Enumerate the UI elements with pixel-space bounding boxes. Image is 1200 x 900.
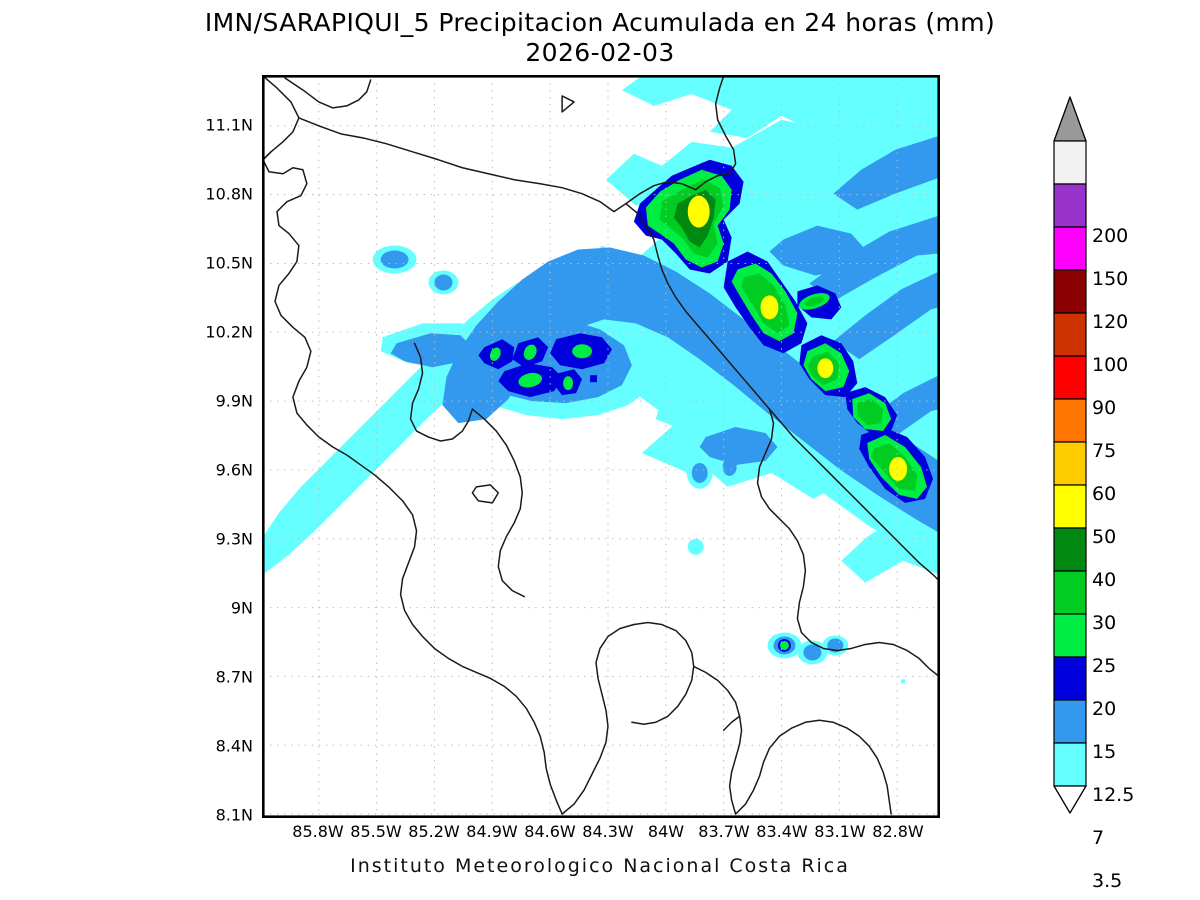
colorbar-tick-120: 120 — [1092, 311, 1129, 333]
map-plot-area[interactable] — [262, 75, 940, 818]
y-tick-11-1N: 11.1N — [205, 115, 253, 135]
colorbar-tick-60: 60 — [1092, 483, 1117, 505]
y-tick-9N: 9N — [230, 598, 253, 618]
figure-footer: Instituto Meteorologico Nacional Costa R… — [350, 855, 850, 877]
y-axis-tick-labels: 11.1N 10.8N 10.5N 10.2N 9.9N 9.6N 9.3N 9N 8.7N 8.… — [175, 0, 253, 900]
x-tick-82-8W: 82.8W — [872, 822, 924, 841]
y-tick-9-9N: 9.9N — [215, 391, 253, 411]
y-tick-8-7N: 8.7N — [215, 667, 253, 687]
colorbar-tick-75: 75 — [1092, 440, 1117, 462]
x-axis-tick-labels: 85.8W 85.5W 85.2W 84.9W 84.6W 84.3W 84W 83.7W 83… — [0, 822, 1200, 848]
colorbar-tick-30: 30 — [1092, 612, 1117, 634]
precipitation-contours — [263, 76, 939, 684]
colorbar-tick-100: 100 — [1092, 354, 1129, 376]
x-tick-84-9W: 84.9W — [466, 822, 518, 841]
colorbar-tick-3-5: 3.5 — [1092, 870, 1123, 892]
colorbar-tick-150: 150 — [1092, 268, 1129, 290]
colorbar-swatches — [1053, 96, 1087, 814]
y-tick-9-6N: 9.6N — [215, 460, 253, 480]
x-tick-83-4W: 83.4W — [756, 822, 808, 841]
colorbar-tick-labels: 200 150 120 100 90 75 60 50 40 30 25 20 15 12.5 7 3.5 — [1092, 95, 1200, 892]
map-canvas — [263, 76, 939, 817]
colorbar-tick-90: 90 — [1092, 397, 1117, 419]
colorbar-tick-7: 7 — [1092, 827, 1105, 849]
coastline-overlay — [263, 76, 939, 815]
colorbar-tick-200: 200 — [1092, 225, 1129, 247]
x-tick-84-6W: 84.6W — [524, 822, 576, 841]
x-tick-85-5W: 85.5W — [350, 822, 402, 841]
colorbar-tick-25: 25 — [1092, 655, 1117, 677]
y-tick-8-1N: 8.1N — [215, 805, 253, 825]
colorbar-tick-15: 15 — [1092, 741, 1117, 763]
x-tick-85-2W: 85.2W — [408, 822, 460, 841]
y-tick-9-3N: 9.3N — [215, 529, 253, 549]
colorbar[interactable] — [1050, 95, 1090, 815]
colorbar-tick-12-5: 12.5 — [1092, 784, 1135, 806]
y-tick-10-5N: 10.5N — [205, 253, 253, 273]
x-tick-83-1W: 83.1W — [814, 822, 866, 841]
figure-title: IMN/SARAPIQUI_5 Precipitacion Acumulada … — [0, 8, 1200, 67]
title-date: 2026-02-03 — [525, 38, 675, 67]
map-gridlines — [263, 76, 939, 817]
colorbar-tick-40: 40 — [1092, 569, 1117, 591]
y-tick-10-8N: 10.8N — [205, 184, 253, 204]
x-tick-84-3W: 84.3W — [582, 822, 634, 841]
x-tick-84W: 84W — [647, 822, 685, 841]
colorbar-tick-50: 50 — [1092, 526, 1117, 548]
y-tick-10-2N: 10.2N — [205, 322, 253, 342]
colorbar-tick-20: 20 — [1092, 698, 1117, 720]
title-main: IMN/SARAPIQUI_5 Precipitacion Acumulada … — [204, 8, 996, 37]
x-tick-83-7W: 83.7W — [698, 822, 750, 841]
x-tick-85-8W: 85.8W — [292, 822, 344, 841]
y-tick-8-4N: 8.4N — [215, 736, 253, 756]
